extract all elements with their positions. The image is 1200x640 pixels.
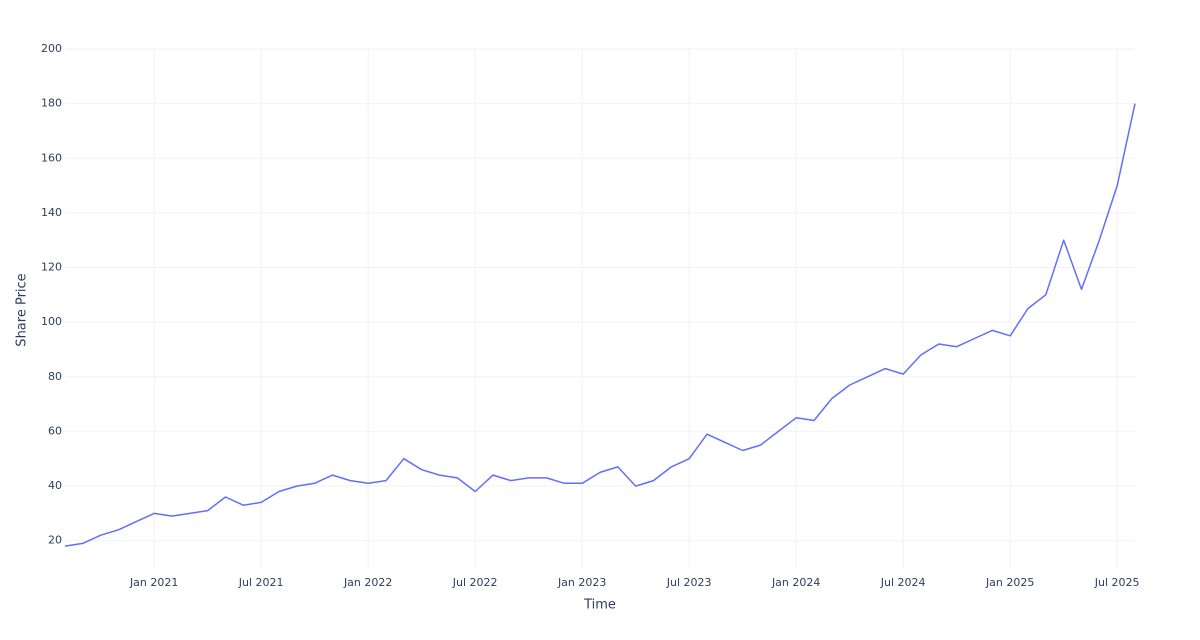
x-tick-label: Jan 2024 bbox=[771, 576, 820, 589]
x-tick-label: Jul 2022 bbox=[452, 576, 498, 589]
x-tick-label: Jan 2021 bbox=[129, 576, 178, 589]
x-tick-label: Jan 2025 bbox=[985, 576, 1034, 589]
x-tick-label: Jan 2022 bbox=[343, 576, 392, 589]
y-tick-label: 100 bbox=[41, 315, 62, 328]
x-axis-title: Time bbox=[583, 598, 616, 613]
y-tick-label: 20 bbox=[48, 534, 62, 547]
y-tick-label: 180 bbox=[41, 97, 62, 110]
y-tick-label: 80 bbox=[48, 370, 62, 383]
y-tick-label: 160 bbox=[41, 151, 62, 164]
x-tick-label: Jul 2025 bbox=[1094, 576, 1140, 589]
y-tick-label: 40 bbox=[48, 479, 62, 492]
grid bbox=[65, 48, 1135, 568]
y-tick-label: 120 bbox=[41, 261, 62, 274]
line bbox=[64, 103, 1136, 547]
y-axis-title: Share Price bbox=[15, 273, 30, 346]
y-tick-label: 200 bbox=[41, 42, 62, 55]
x-tick-label: Jan 2023 bbox=[557, 576, 606, 589]
x-tick-label: Jul 2023 bbox=[666, 576, 712, 589]
y-tick-label: 140 bbox=[41, 206, 62, 219]
x-tick-label: Jul 2024 bbox=[880, 576, 926, 589]
y-tick-label: 60 bbox=[48, 424, 62, 437]
x-tick-label: Jul 2021 bbox=[238, 576, 284, 589]
